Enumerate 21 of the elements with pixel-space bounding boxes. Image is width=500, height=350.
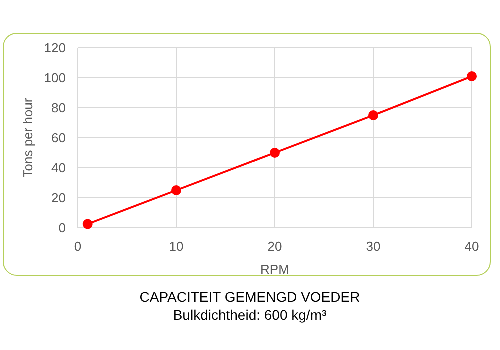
point: [368, 110, 378, 120]
text: CAPACITEIT GEMENGD VOEDER: [138, 288, 362, 306]
x-tick-label: 20: [268, 239, 282, 254]
y-tick-label: 120: [44, 40, 66, 56]
x-axis-title: RPM: [260, 262, 290, 277]
x-tick-label: 40: [464, 239, 480, 254]
point: [270, 148, 280, 158]
y-tick-label: 20: [52, 190, 66, 206]
x-tick-label: 0: [74, 239, 82, 254]
y-tick-label: 100: [44, 70, 66, 86]
y-axis-title: Tons per hour: [20, 98, 36, 178]
x-tick-label: 30: [366, 239, 381, 254]
point: [172, 186, 182, 196]
point: [467, 72, 477, 82]
y-tick-label: 60: [52, 130, 66, 146]
x-tick-label: 10: [169, 239, 184, 254]
y-tick-label: 40: [52, 160, 66, 176]
y-tick-label: 80: [52, 100, 66, 116]
y-tick-label: 0: [58, 220, 66, 236]
point: [82, 219, 93, 230]
text: Bulkdichtheid: 600 kg/m³: [172, 306, 328, 324]
